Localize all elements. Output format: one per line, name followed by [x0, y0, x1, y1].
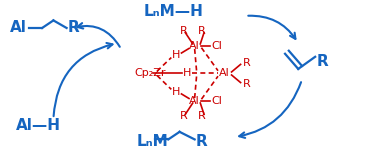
Text: Al: Al — [189, 41, 200, 51]
Text: Cl: Cl — [212, 96, 223, 106]
Text: R: R — [196, 134, 208, 149]
Text: R: R — [243, 79, 251, 89]
Text: R: R — [243, 58, 251, 68]
FancyArrowPatch shape — [77, 23, 120, 47]
Text: H: H — [172, 87, 180, 97]
Text: H: H — [172, 50, 180, 60]
Text: Cl: Cl — [212, 41, 223, 51]
Text: Al: Al — [189, 96, 200, 106]
Text: Al: Al — [219, 69, 230, 78]
Text: Al: Al — [10, 21, 27, 35]
Text: LₙM: LₙM — [136, 134, 168, 149]
Text: R: R — [180, 26, 187, 36]
Text: Cp₂Zr: Cp₂Zr — [135, 69, 166, 78]
Text: R: R — [198, 111, 206, 121]
FancyArrowPatch shape — [54, 43, 113, 116]
Text: R: R — [317, 54, 329, 69]
Text: R: R — [68, 21, 79, 35]
FancyArrowPatch shape — [248, 16, 296, 39]
Text: LₙM—H: LₙM—H — [144, 4, 204, 19]
Text: Al—H: Al—H — [16, 118, 61, 132]
Text: H: H — [183, 69, 191, 78]
Text: R: R — [180, 111, 187, 121]
Text: R: R — [198, 26, 206, 36]
FancyArrowPatch shape — [239, 82, 301, 138]
